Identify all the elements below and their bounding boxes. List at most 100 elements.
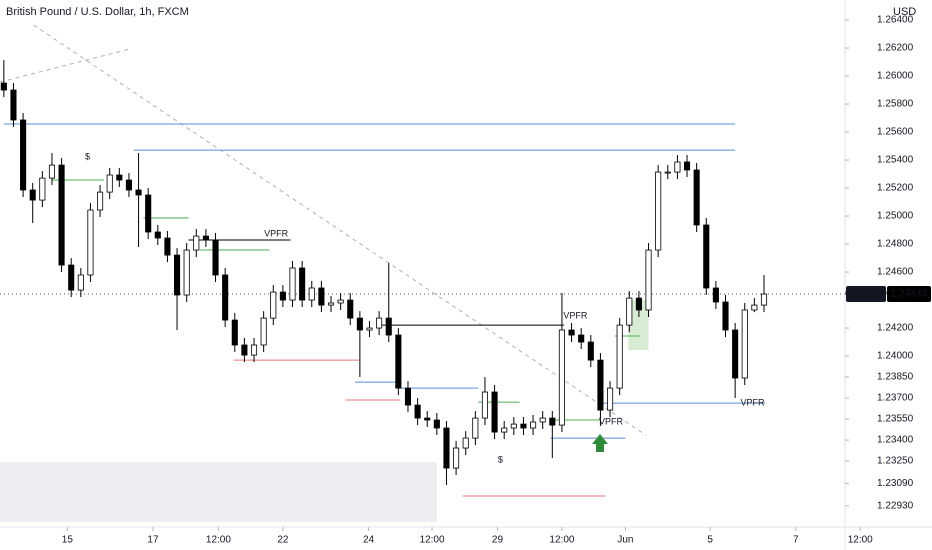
- candle-body: [202, 235, 209, 241]
- annotation: VPFR: [599, 416, 624, 426]
- y-tick-label: 1.24800: [877, 239, 914, 250]
- annotation: $: [498, 454, 503, 464]
- candle-body: [116, 174, 123, 181]
- candle-body: [539, 417, 546, 423]
- candle-body: [751, 304, 758, 311]
- candle-body: [318, 287, 325, 306]
- candle-body: [433, 419, 440, 429]
- candle-body: [501, 427, 508, 433]
- candle-body: [732, 329, 739, 379]
- trend-line: [33, 24, 646, 436]
- candle-body: [337, 299, 344, 304]
- candle-body: [510, 423, 517, 429]
- candle-body: [558, 329, 565, 426]
- candle-body: [520, 423, 527, 429]
- candle-body: [693, 169, 700, 226]
- annotation: $: [85, 151, 90, 161]
- candle-body: [395, 334, 402, 389]
- candle-body: [327, 302, 335, 306]
- candle-body: [222, 274, 229, 321]
- candle-body: [741, 309, 748, 379]
- candle-body: [664, 171, 671, 174]
- candle-body: [68, 264, 75, 291]
- candle-body: [635, 297, 642, 311]
- candle-body: [299, 267, 306, 301]
- candle-body: [712, 287, 719, 303]
- y-tick-label: 1.25600: [877, 127, 914, 138]
- candle-body: [10, 89, 17, 121]
- candle-body: [58, 164, 65, 266]
- trend-line: [0, 48, 131, 83]
- candle-body: [568, 329, 575, 336]
- x-tick-label: 12:00: [420, 535, 445, 546]
- candle-body: [491, 391, 498, 433]
- y-tick-label: 1.25800: [877, 99, 914, 110]
- candle-body: [616, 324, 623, 389]
- candle-body: [645, 249, 652, 311]
- candle-body: [183, 249, 190, 296]
- y-tick-label: 1.26400: [877, 15, 914, 26]
- y-tick-label: 1.25000: [877, 211, 914, 222]
- y-tick-label: 1.24200: [877, 323, 914, 334]
- candle-body: [241, 344, 248, 356]
- x-tick-label: 17: [147, 535, 159, 546]
- candle-body: [703, 224, 710, 289]
- y-tick-label: 1.23850: [877, 372, 914, 383]
- last-price-label: 1.24443: [891, 289, 928, 300]
- candle-body: [87, 209, 94, 276]
- candle-body: [607, 387, 614, 411]
- y-tick-label: 1.22930: [877, 500, 914, 511]
- x-tick-label: 29: [492, 535, 504, 546]
- chart-title: British Pound / U.S. Dollar, 1h, FXCM: [6, 6, 189, 18]
- candle-body: [683, 161, 691, 171]
- candle-body: [29, 189, 36, 201]
- y-tick-label: 1.23400: [877, 435, 914, 446]
- candle-body: [626, 297, 633, 326]
- candle-body: [106, 174, 113, 193]
- candle-body: [260, 317, 267, 346]
- axes: 1.26400 1.26200 1.26000 1.25800 1.25600 1.254…: [62, 15, 931, 546]
- candle-body: [587, 341, 594, 361]
- x-tick-label: Jun: [617, 535, 633, 546]
- candle-body: [481, 391, 489, 419]
- candle-body: [270, 291, 277, 319]
- candle-body: [125, 179, 132, 191]
- candle-body: [0, 82, 7, 91]
- candle-body: [462, 437, 469, 449]
- y-tick-label: 1.25200: [877, 183, 914, 194]
- long-arrow: [592, 434, 608, 452]
- candle-body: [578, 334, 585, 343]
- candle-body: [655, 171, 662, 251]
- candle-body: [424, 417, 431, 421]
- x-tick-label: 12:00: [848, 535, 873, 546]
- y-tick-label: 1.23700: [877, 393, 914, 404]
- x-tick-label: 24: [363, 535, 375, 546]
- candle-body: [39, 177, 46, 201]
- symbol-tag: [846, 286, 886, 303]
- x-tick-label: 12:00: [206, 535, 231, 546]
- zone: [0, 462, 437, 523]
- x-tick-label: 7: [793, 535, 799, 546]
- currency-label: USD: [893, 6, 916, 18]
- candle-body: [443, 427, 450, 469]
- candle-body: [347, 299, 354, 319]
- candle-body: [154, 231, 161, 239]
- candle-body: [212, 239, 219, 276]
- candle-body: [414, 404, 421, 419]
- candle-body: [77, 274, 84, 291]
- candle-body: [760, 293, 768, 306]
- candle-body: [250, 344, 258, 356]
- candle-body: [453, 447, 460, 469]
- symbol-label: GBPUSD: [845, 289, 887, 300]
- candle-body: [145, 194, 152, 233]
- y-tick-label: 1.23090: [877, 478, 914, 489]
- candle-body: [530, 421, 537, 429]
- candle-body: [48, 164, 56, 179]
- arrow-icon: [592, 434, 608, 452]
- y-tick-label: 1.23250: [877, 456, 914, 467]
- candle-body: [174, 254, 181, 296]
- candle-body: [135, 189, 142, 196]
- candle-body: [97, 191, 104, 211]
- y-tick-label: 1.26200: [877, 43, 914, 54]
